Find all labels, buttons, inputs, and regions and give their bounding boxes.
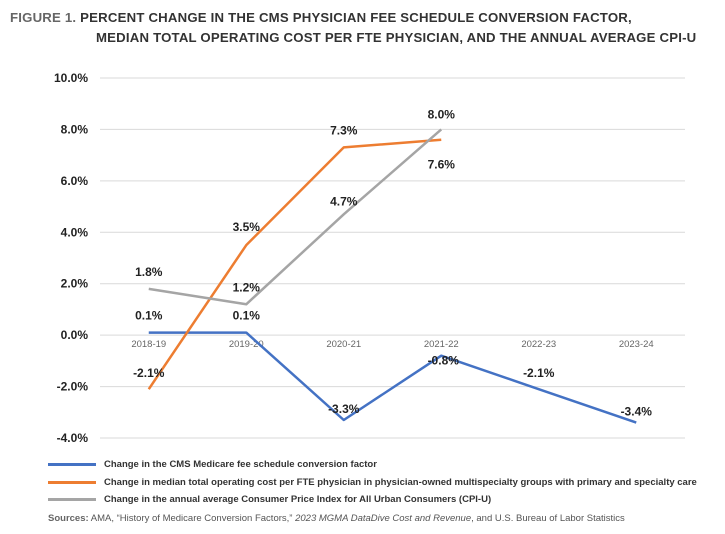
figure-title: FIGURE 1. PERCENT CHANGE IN THE CMS PHYS… bbox=[10, 8, 715, 48]
y-tick-label: -2.0% bbox=[57, 380, 89, 394]
data-label: -2.1% bbox=[133, 366, 165, 380]
y-tick-label: 10.0% bbox=[54, 71, 88, 85]
y-axis-ticks: -4.0% -2.0% 0.0% 2.0% 4.0% 6.0% 8.0% 10.0% bbox=[54, 71, 88, 445]
sources-note: Sources: AMA, “History of Medicare Conve… bbox=[48, 513, 625, 524]
legend-label-cms: Change in the CMS Medicare fee schedule … bbox=[104, 459, 377, 471]
data-label: 8.0% bbox=[428, 107, 456, 121]
legend-swatch-cpi-u bbox=[48, 498, 96, 502]
x-tick-label: 2019-20 bbox=[229, 339, 264, 350]
y-tick-label: 2.0% bbox=[61, 277, 89, 291]
x-tick-label: 2021-22 bbox=[424, 339, 459, 350]
legend-item-cms: Change in the CMS Medicare fee schedule … bbox=[48, 456, 697, 474]
data-label: -3.3% bbox=[328, 402, 360, 416]
data-label: 7.6% bbox=[428, 158, 456, 172]
legend-swatch-cms bbox=[48, 463, 96, 467]
data-label: -0.8% bbox=[428, 354, 460, 368]
series-lines bbox=[147, 128, 637, 424]
sources-label: Sources: bbox=[48, 513, 89, 524]
figure-label: FIGURE 1. bbox=[10, 10, 77, 25]
y-tick-label: -4.0% bbox=[57, 431, 89, 445]
series-line bbox=[148, 128, 443, 306]
sources-part-1: AMA, “History of Medicare Conversion Fac… bbox=[90, 513, 293, 524]
legend-item-operating-cost: Change in median total operating cost pe… bbox=[48, 474, 697, 492]
y-tick-label: 8.0% bbox=[61, 122, 89, 136]
y-tick-label: 0.0% bbox=[61, 328, 89, 342]
data-label: 4.7% bbox=[330, 194, 358, 208]
legend-label-cpi-u: Change in the annual average Consumer Pr… bbox=[104, 494, 492, 506]
sources-part-2: 2023 MGMA DataDive Cost and Revenue bbox=[295, 513, 472, 524]
data-label: 0.1% bbox=[135, 309, 163, 323]
series-line bbox=[148, 331, 637, 424]
series-line bbox=[147, 138, 442, 390]
data-label: 7.3% bbox=[330, 123, 358, 137]
sources-part-3: , and U.S. Bureau of Labor Statistics bbox=[471, 513, 625, 524]
data-label: -3.4% bbox=[621, 405, 653, 419]
x-axis-ticks: 2018-19 2019-20 2020-21 2021-22 2022-23 2023-… bbox=[131, 339, 653, 350]
y-tick-label: 4.0% bbox=[61, 225, 89, 239]
legend-swatch-operating-cost bbox=[48, 480, 96, 484]
x-tick-label: 2020-21 bbox=[326, 339, 361, 350]
data-label: 1.8% bbox=[135, 265, 163, 279]
gridlines bbox=[100, 77, 685, 439]
data-label: -2.1% bbox=[523, 366, 555, 380]
y-tick-label: 6.0% bbox=[61, 174, 89, 188]
data-label: 0.1% bbox=[233, 309, 261, 323]
x-tick-label: 2023-24 bbox=[619, 339, 654, 350]
legend-item-cpi-u: Change in the annual average Consumer Pr… bbox=[48, 491, 697, 509]
title-line-1: PERCENT CHANGE IN THE CMS PHYSICIAN FEE … bbox=[80, 10, 632, 25]
title-line-2: MEDIAN TOTAL OPERATING COST PER FTE PHYS… bbox=[96, 30, 697, 45]
legend: Change in the CMS Medicare fee schedule … bbox=[48, 456, 697, 509]
legend-label-operating-cost: Change in median total operating cost pe… bbox=[104, 476, 697, 488]
data-labels: 0.1% 0.1% -3.3% -0.8% -2.1% -3.4% -2.1% 3.5% 7.3… bbox=[133, 107, 652, 418]
x-tick-label: 2018-19 bbox=[131, 339, 166, 350]
x-tick-label: 2022-23 bbox=[521, 339, 556, 350]
data-label: 1.2% bbox=[233, 280, 261, 294]
data-label: 3.5% bbox=[233, 220, 261, 234]
